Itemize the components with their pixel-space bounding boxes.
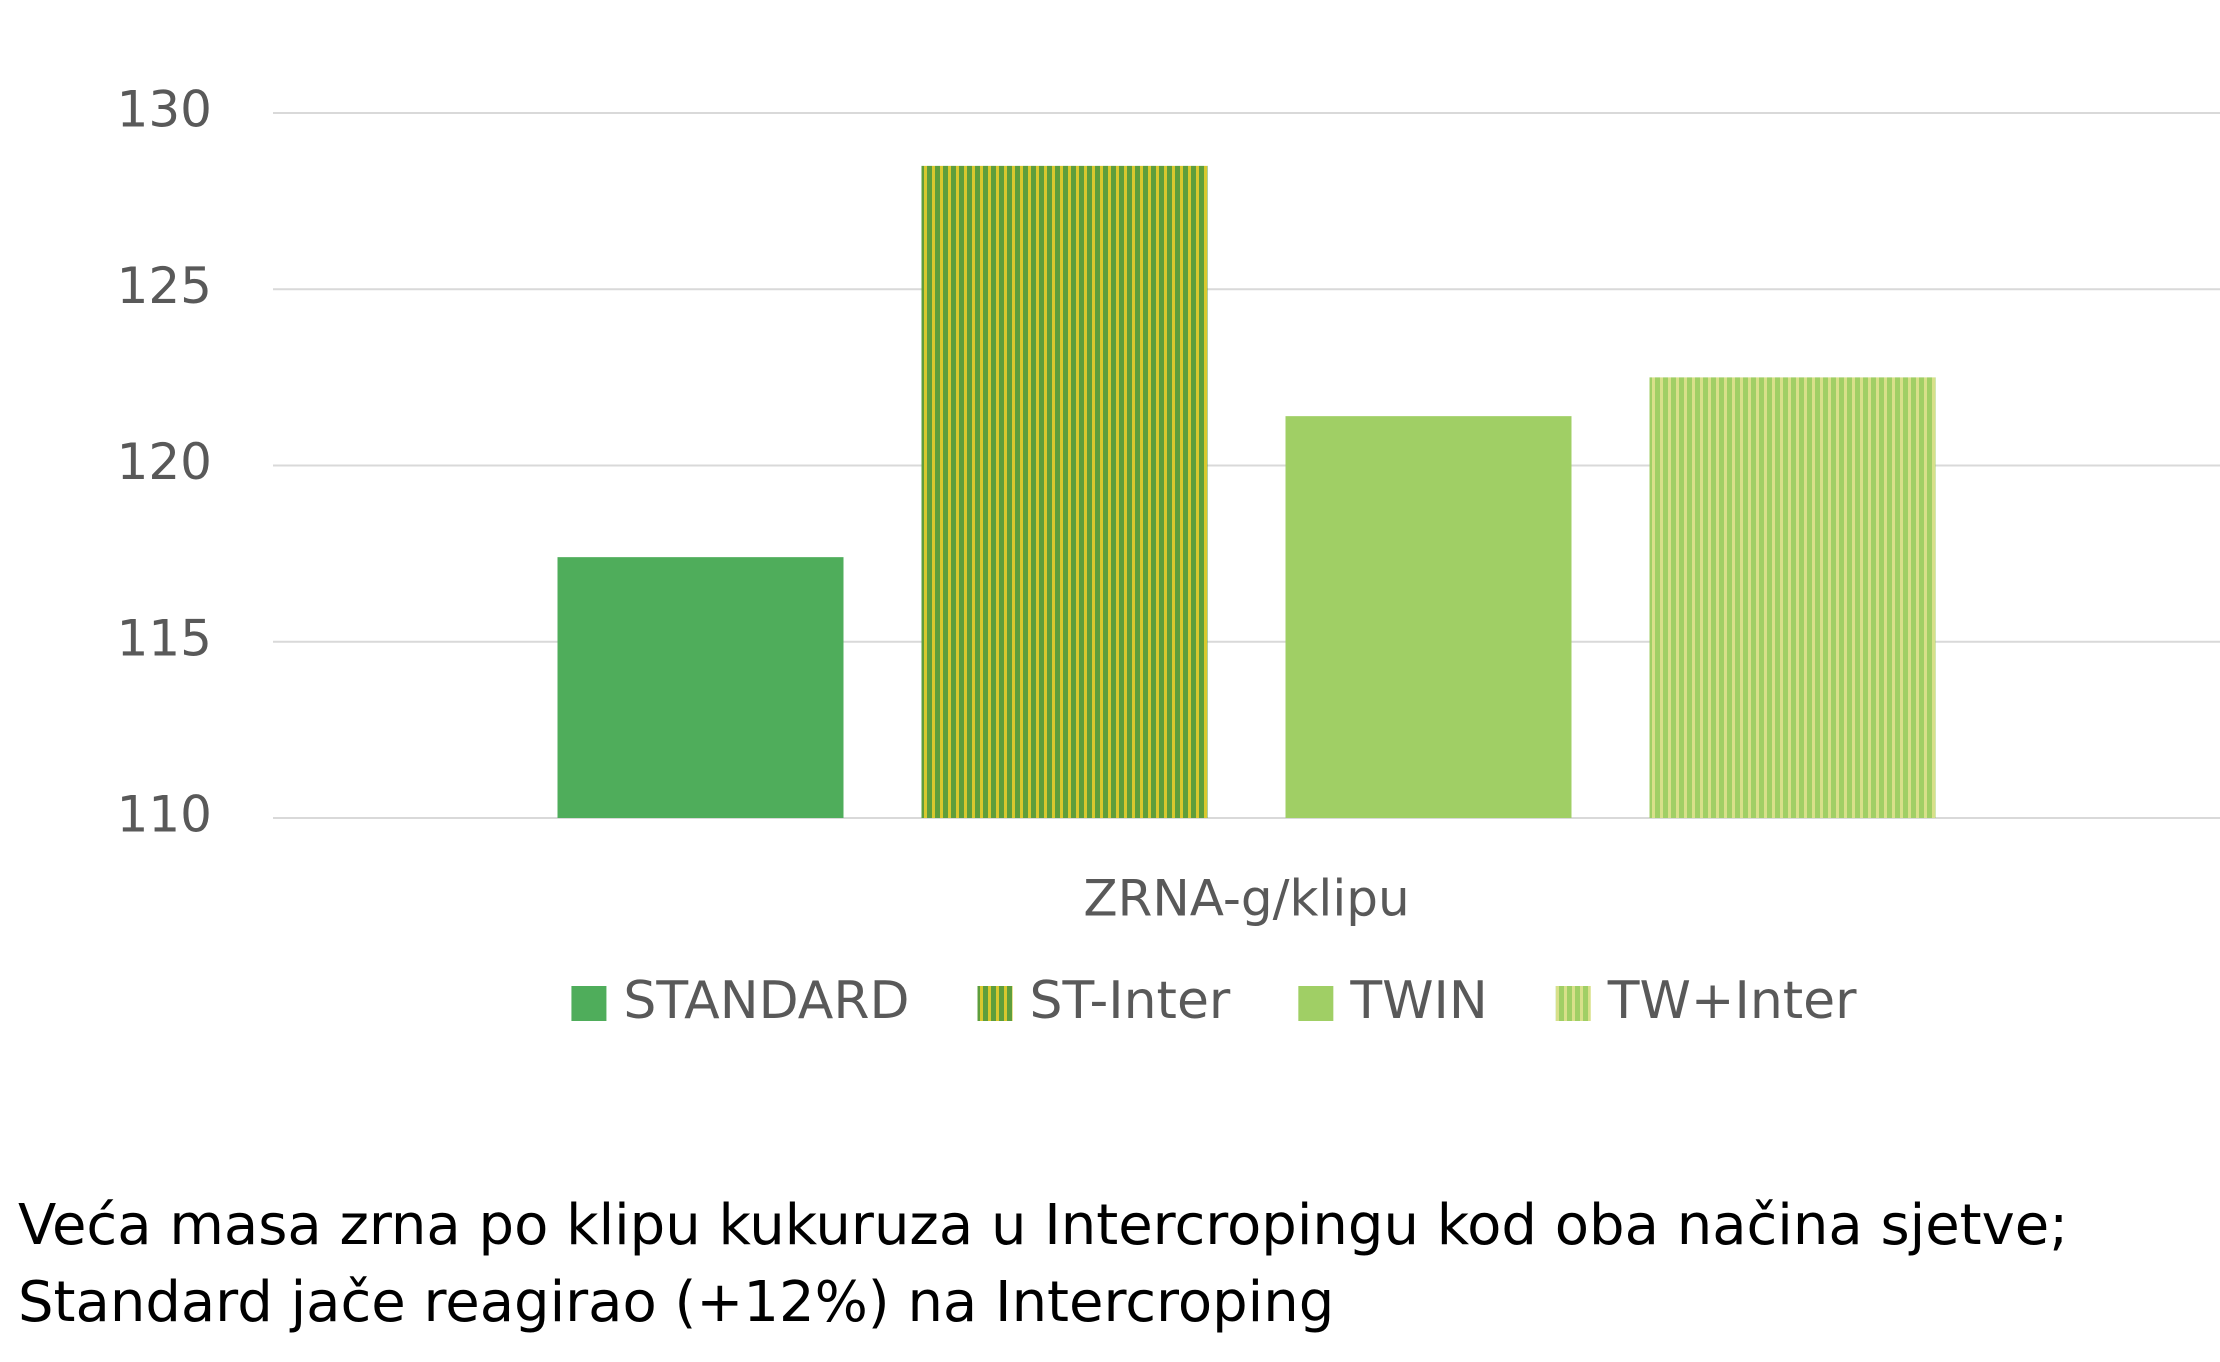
- legend-label: TW+Inter: [1607, 971, 1857, 1031]
- y-tick-label: 115: [117, 609, 212, 667]
- caption-line: Veća masa zrna po klipu kukuruza u Inter…: [18, 1193, 2068, 1258]
- y-tick-label: 120: [117, 433, 212, 491]
- caption-line: Standard jače reagirao (+12%) na Intercr…: [18, 1270, 1334, 1335]
- y-tick-label: 110: [117, 786, 212, 844]
- bar: [557, 557, 844, 818]
- legend-swatch: [1555, 986, 1591, 1021]
- legend-label: ST-Inter: [1030, 971, 1231, 1031]
- legend-label: TWIN: [1349, 971, 1487, 1031]
- legend-label: STANDARD: [623, 971, 909, 1031]
- y-tick-label: 130: [117, 81, 212, 139]
- legend-swatch: [571, 986, 607, 1021]
- bar: [1285, 416, 1572, 818]
- x-tick-label: ZRNA-g/klipu: [1083, 870, 1409, 928]
- legend-swatch: [977, 986, 1013, 1021]
- legend-swatch: [1298, 986, 1334, 1021]
- y-tick-label: 125: [117, 257, 212, 315]
- bar: [1649, 377, 1936, 818]
- bar: [921, 165, 1208, 818]
